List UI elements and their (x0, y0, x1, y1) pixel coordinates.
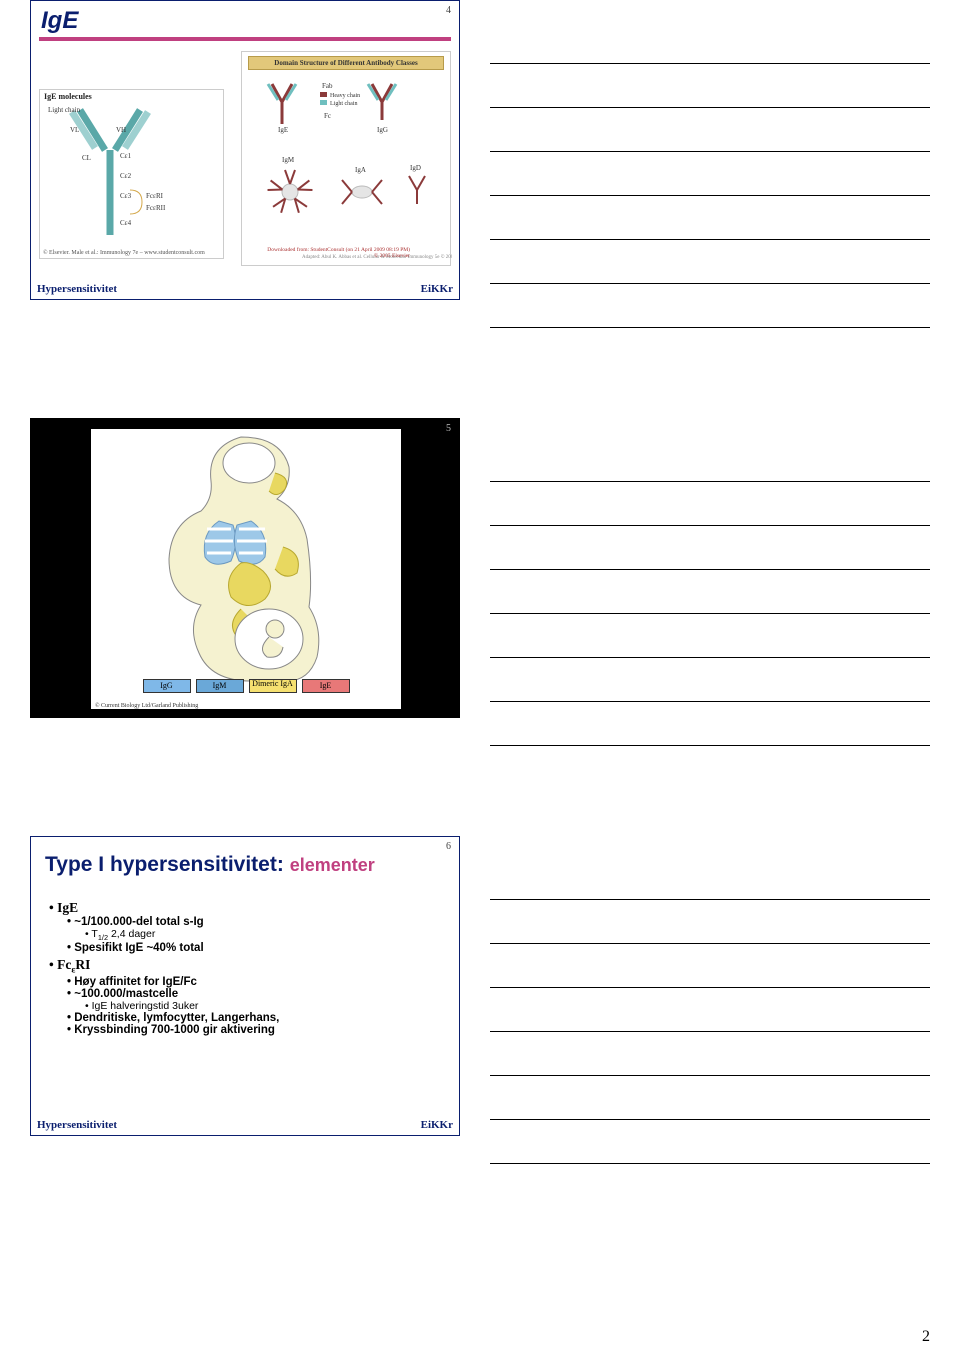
body-figure: IgG IgM Dimeric IgA IgE © Current Biolog… (91, 429, 401, 709)
download-note: Downloaded from: StudentConsult (on 21 A… (267, 247, 410, 259)
slide-ige: 4 IgE IgE molecules (30, 0, 460, 300)
note-line (490, 1076, 930, 1120)
slide-1-col: 4 IgE IgE molecules (30, 0, 460, 328)
bullet-thalf: T1/2 2,4 dager (85, 928, 299, 942)
note-line (490, 944, 930, 988)
panel-title-bar: Domain Structure of Different Antibody C… (248, 56, 444, 70)
note-line (490, 526, 930, 570)
igg-mini: IgG (368, 84, 396, 134)
bullet-fceri: FcεRI (49, 957, 299, 976)
handout-page: 4 IgE IgE molecules (0, 0, 960, 1358)
title-red: elementer (290, 855, 375, 875)
note-line (490, 570, 930, 614)
note-line (490, 196, 930, 240)
label-ce2: Cε2 (120, 172, 132, 180)
row-slide-2: 5 (30, 418, 930, 746)
note-line (490, 20, 930, 64)
label-fcerII: FcεRII (146, 204, 166, 212)
label-fcerI: FcεRI (146, 192, 164, 200)
label-light: Light chain (48, 106, 81, 114)
svg-text:IgG: IgG (377, 126, 388, 134)
row-slide-3: 6 Type I hypersensitivitet: elementer Ig… (30, 836, 930, 1164)
slide-type1-elementer: 6 Type I hypersensitivitet: elementer Ig… (30, 836, 460, 1136)
bullet-dendr: Dendritiske, lymfocytter, Langerhans, (67, 1012, 299, 1024)
note-line (490, 856, 930, 900)
iga-mini: IgA (342, 166, 382, 204)
note-line (490, 614, 930, 658)
slide-footer-left: Hypersensitivitet (37, 1119, 117, 1131)
antibody-classes-panel: Domain Structure of Different Antibody C… (241, 51, 451, 266)
note-line (490, 1120, 930, 1164)
bullet-ige: IgE (49, 900, 299, 916)
svg-text:IgE: IgE (278, 126, 288, 134)
title-main: Type I hypersensitivitet: (45, 853, 290, 876)
slide-2-col: 5 (30, 418, 460, 746)
note-line (490, 438, 930, 482)
slide-title: Type I hypersensitivitet: elementer (45, 853, 375, 877)
slide-footer-left: Hypersensitivitet (37, 283, 117, 295)
label-ce3: Cε3 (120, 192, 132, 200)
label-cl: CL (82, 154, 91, 162)
legend-ige: IgE (302, 679, 350, 693)
slide-number: 4 (446, 5, 451, 16)
svg-text:Fab: Fab (322, 82, 333, 90)
svg-text:Fc: Fc (324, 112, 331, 120)
note-line (490, 240, 930, 284)
title-underline (39, 37, 451, 41)
igd-mini: IgD (409, 164, 425, 204)
label-ce1: Cε1 (120, 152, 132, 160)
ige-y-diagram: Light chain VL VH Cε1 CL Cε2 Cε3 Cε4 Fcε… (40, 90, 225, 260)
legend-igm: IgM (196, 679, 244, 693)
notes-lines-2 (490, 418, 930, 746)
slide-title: IgE (41, 7, 78, 35)
label-vl: VL (70, 126, 79, 134)
row-slide-1: 4 IgE IgE molecules (30, 0, 930, 328)
notes-lines-3 (490, 836, 930, 1164)
svg-text:Heavy chain: Heavy chain (330, 93, 360, 99)
notes-lines-1 (490, 0, 930, 328)
antibody-classes-diagram: IgE IgG (242, 52, 452, 267)
note-line (490, 284, 930, 328)
legend-igg: IgG (143, 679, 191, 693)
bullet-ige-frac: ~1/100.000-del total s-Ig (67, 916, 299, 928)
bullet-kryss: Kryssbinding 700-1000 gir aktivering (67, 1024, 299, 1036)
panel-title: IgE molecules (44, 92, 92, 101)
legend-iga: Dimeric IgA (249, 679, 297, 693)
slide-footer-right: EiKKr (421, 283, 453, 295)
bullet-mastcelle: ~100.000/mastcelle (67, 988, 299, 1000)
bullet-spesifikt: Spesifikt IgE ~40% total (67, 942, 299, 954)
igm-mini: IgM (268, 156, 313, 213)
note-line (490, 64, 930, 108)
note-line (490, 152, 930, 196)
note-line (490, 658, 930, 702)
note-line (490, 702, 930, 746)
note-line (490, 1032, 930, 1076)
note-line (490, 900, 930, 944)
svg-text:Light chain: Light chain (330, 101, 358, 107)
slide-number: 6 (446, 841, 451, 852)
bullet-halv: IgE halveringstid 3uker (85, 1000, 299, 1012)
label-vh: VH (116, 126, 126, 134)
body-silhouette (91, 429, 401, 709)
figure-credit: © Current Biology Ltd/Garland Publishing (95, 703, 198, 709)
ige-molecule-panel: IgE molecules Light chai (39, 89, 224, 259)
slide-body-ig: 5 (30, 418, 460, 718)
svg-text:IgM: IgM (282, 156, 295, 164)
svg-text:IgD: IgD (410, 164, 421, 172)
ige-mini: IgE (268, 84, 296, 134)
note-line (490, 482, 930, 526)
ig-legend: IgG IgM Dimeric IgA IgE (91, 679, 401, 699)
bullet-list: IgE ~1/100.000-del total s-Ig T1/2 2,4 d… (49, 897, 299, 1036)
svg-text:IgA: IgA (355, 166, 366, 174)
label-ce4: Cε4 (120, 219, 132, 227)
slide-number: 5 (446, 423, 451, 434)
panel-credit: © Elsevier. Male et al.: Immunology 7e –… (43, 250, 205, 256)
slide-footer-right: EiKKr (421, 1119, 453, 1131)
note-line (490, 988, 930, 1032)
slide-3-col: 6 Type I hypersensitivitet: elementer Ig… (30, 836, 460, 1164)
note-line (490, 108, 930, 152)
bullet-affinity: Høy affinitet for IgE/Fc (67, 976, 299, 988)
page-number: 2 (922, 1328, 930, 1346)
